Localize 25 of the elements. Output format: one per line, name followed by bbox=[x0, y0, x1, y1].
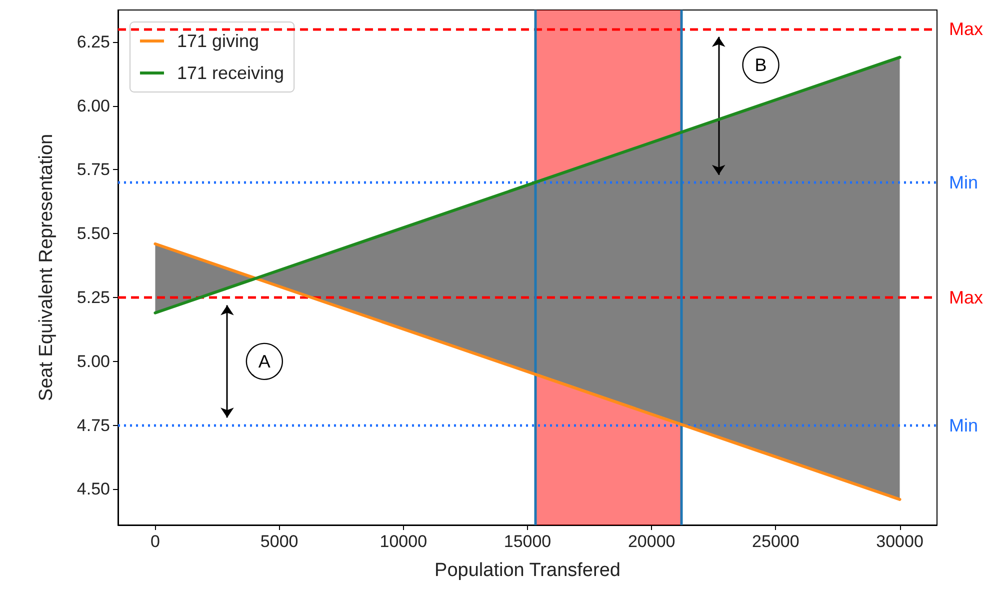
y-tick-label: 5.00 bbox=[76, 352, 110, 371]
x-axis-title: Population Transfered bbox=[434, 560, 620, 581]
y-tick-label: 4.75 bbox=[76, 416, 110, 435]
y-tick-label: 5.75 bbox=[76, 160, 110, 180]
y-tick-label: 4.50 bbox=[76, 480, 110, 499]
legend-label: 171 receiving bbox=[177, 63, 284, 83]
x-tick-label: 0 bbox=[150, 532, 160, 551]
x-tick-label: 20000 bbox=[628, 532, 676, 551]
ref-line-label: Min bbox=[949, 172, 978, 193]
annotation: B bbox=[754, 54, 767, 75]
y-tick-label: 6.00 bbox=[76, 96, 110, 116]
ref-line-label: Max bbox=[949, 288, 984, 308]
x-tick-label: 15000 bbox=[504, 532, 552, 551]
ref-line-label: Max bbox=[949, 19, 984, 40]
x-tick-label: 25000 bbox=[752, 532, 800, 551]
ref-line-label: Min bbox=[949, 415, 978, 436]
x-tick-label: 5000 bbox=[260, 532, 298, 551]
legend-label: 171 giving bbox=[177, 31, 260, 51]
y-tick-label: 5.50 bbox=[76, 224, 110, 244]
annotation: A bbox=[258, 351, 270, 372]
y-axis-title: Seat Equivalent Representation bbox=[36, 134, 57, 402]
y-tick-label: 5.25 bbox=[76, 288, 110, 308]
y-tick-label: 6.25 bbox=[76, 32, 110, 52]
x-tick-label: 10000 bbox=[380, 532, 428, 551]
x-tick-label: 30000 bbox=[876, 532, 924, 551]
